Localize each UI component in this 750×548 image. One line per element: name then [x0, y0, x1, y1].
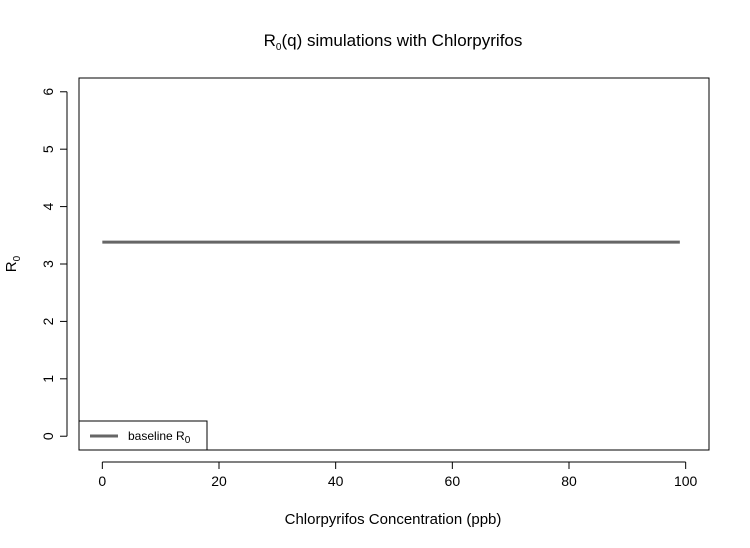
y-tick-label: 0	[40, 432, 56, 440]
plot-frame	[78, 77, 710, 451]
x-tick-label: 100	[674, 473, 698, 489]
x-tick-label: 60	[445, 473, 461, 489]
legend: baseline R0	[78, 420, 208, 451]
y-tick-label: 4	[40, 202, 56, 210]
y-axis: 0 1 2 3 4 5 6	[40, 88, 68, 440]
x-tick-label: 0	[98, 473, 106, 489]
x-axis-label: Chlorpyrifos Concentration (ppb)	[285, 511, 502, 528]
legend-label: baseline R0	[128, 429, 191, 446]
y-axis-label: R0	[3, 255, 23, 272]
x-tick-label: 20	[211, 473, 227, 489]
x-tick-label: 80	[561, 473, 577, 489]
y-tick-label: 6	[40, 88, 56, 96]
x-tick-label: 40	[328, 473, 344, 489]
x-axis: 0 20 40 60 80 100	[98, 461, 698, 489]
y-tick-label: 1	[40, 375, 56, 383]
chart-title: R0(q) simulations with Chlorpyrifos	[264, 31, 523, 53]
y-tick-label: 3	[40, 260, 56, 268]
y-tick-label: 2	[40, 317, 56, 325]
y-tick-label: 5	[40, 145, 56, 153]
